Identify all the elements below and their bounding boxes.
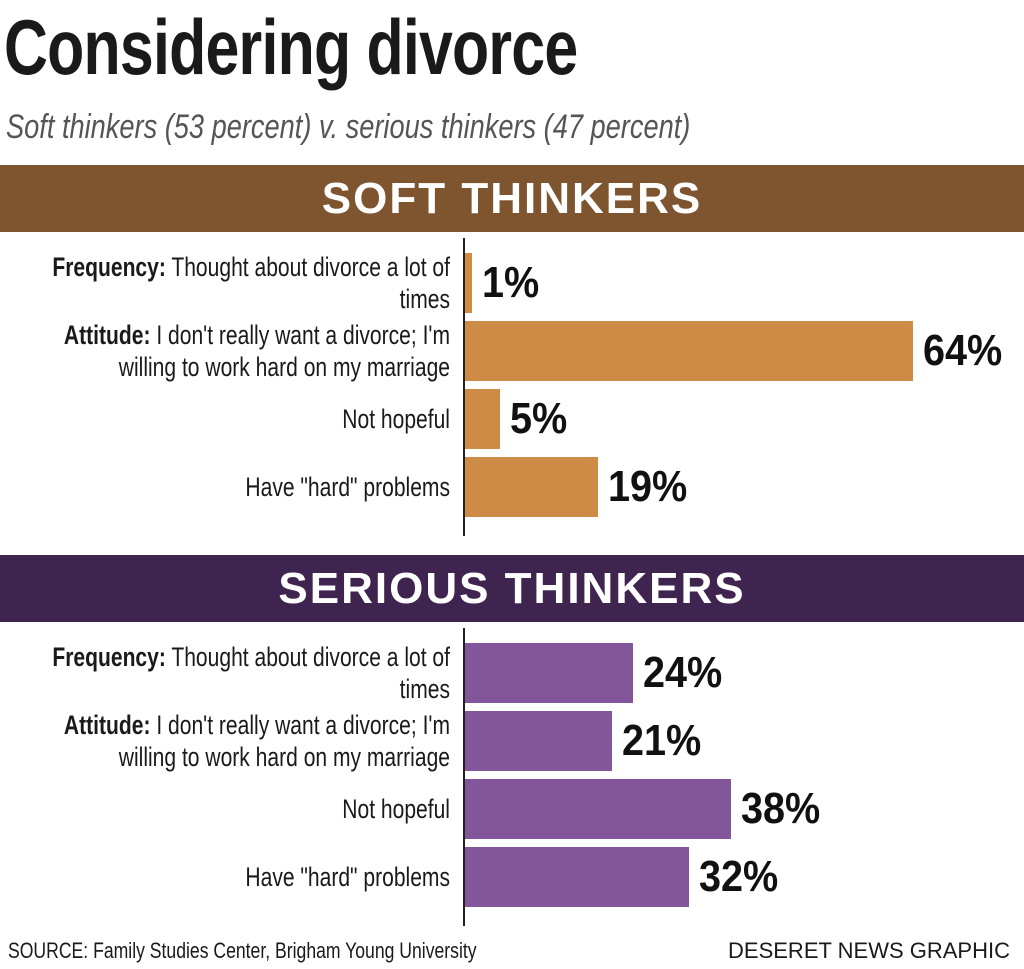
category-label: Have "hard" problems bbox=[245, 472, 450, 502]
page-title: Considering divorce bbox=[4, 3, 578, 91]
axis-line bbox=[463, 628, 465, 926]
bar bbox=[465, 711, 612, 771]
axis-line bbox=[463, 238, 465, 536]
section-header: SOFT THINKERS bbox=[0, 165, 1024, 232]
page-subtitle: Soft thinkers (53 percent) v. serious th… bbox=[6, 108, 691, 146]
category-label: Not hopeful bbox=[342, 404, 450, 434]
value-label: 24% bbox=[643, 648, 723, 697]
bar bbox=[465, 457, 598, 517]
bar bbox=[465, 779, 731, 839]
bar bbox=[465, 389, 500, 449]
bar bbox=[465, 321, 913, 381]
source-note: SOURCE: Family Studies Center, Brigham Y… bbox=[8, 938, 477, 963]
bar bbox=[465, 643, 633, 703]
credit: DESERET NEWS GRAPHIC bbox=[728, 938, 1010, 963]
category-label: Not hopeful bbox=[342, 794, 450, 824]
value-label: 21% bbox=[622, 716, 702, 765]
value-label: 19% bbox=[608, 462, 688, 511]
category-label: Attitude: I don't really want a divorce;… bbox=[63, 320, 450, 382]
section-header: SERIOUS THINKERS bbox=[0, 555, 1024, 622]
bar bbox=[465, 847, 689, 907]
category-label: Frequency: Thought about divorce a lot o… bbox=[52, 642, 451, 704]
value-label: 64% bbox=[923, 326, 1003, 375]
category-label: Attitude: I don't really want a divorce;… bbox=[63, 710, 450, 772]
category-label: Have "hard" problems bbox=[245, 862, 450, 892]
category-label: Frequency: Thought about divorce a lot o… bbox=[52, 252, 451, 314]
value-label: 32% bbox=[699, 852, 779, 901]
value-label: 5% bbox=[510, 394, 568, 443]
value-label: 1% bbox=[482, 258, 540, 307]
value-label: 38% bbox=[741, 784, 821, 833]
bar bbox=[465, 253, 472, 313]
